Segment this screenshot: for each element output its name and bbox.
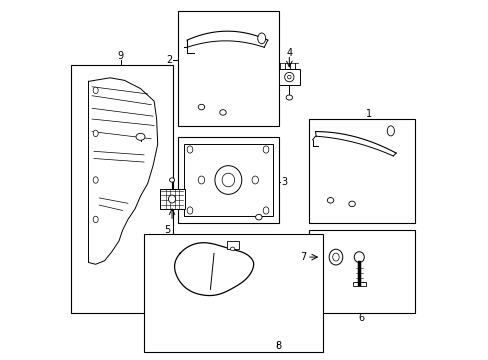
Text: 8: 8 bbox=[275, 341, 281, 351]
Bar bbox=[308, 119, 414, 223]
Bar bbox=[352, 282, 365, 286]
Ellipse shape bbox=[219, 110, 226, 115]
Ellipse shape bbox=[198, 104, 204, 110]
Ellipse shape bbox=[263, 207, 268, 214]
Text: 5: 5 bbox=[163, 225, 170, 235]
FancyBboxPatch shape bbox=[226, 241, 238, 249]
Ellipse shape bbox=[285, 95, 292, 100]
Bar bbox=[178, 137, 278, 223]
Ellipse shape bbox=[255, 215, 262, 220]
Bar bbox=[70, 65, 172, 313]
Text: 1: 1 bbox=[365, 109, 371, 119]
Ellipse shape bbox=[93, 87, 98, 94]
Bar bbox=[308, 230, 414, 313]
Ellipse shape bbox=[326, 198, 333, 203]
Ellipse shape bbox=[93, 130, 98, 136]
Text: 7: 7 bbox=[299, 252, 305, 262]
Text: 9: 9 bbox=[118, 51, 123, 61]
Ellipse shape bbox=[222, 173, 234, 187]
Bar bbox=[278, 69, 300, 85]
Ellipse shape bbox=[348, 201, 355, 207]
Ellipse shape bbox=[353, 252, 364, 262]
Ellipse shape bbox=[214, 166, 241, 194]
Ellipse shape bbox=[187, 146, 192, 153]
Ellipse shape bbox=[263, 146, 268, 153]
Bar bbox=[159, 189, 184, 209]
Ellipse shape bbox=[332, 253, 339, 261]
Bar bbox=[144, 234, 323, 352]
Text: 6: 6 bbox=[357, 313, 364, 323]
Text: 4: 4 bbox=[285, 48, 292, 58]
Ellipse shape bbox=[328, 249, 342, 265]
Bar bbox=[178, 12, 278, 126]
Ellipse shape bbox=[386, 126, 394, 136]
Ellipse shape bbox=[187, 207, 192, 214]
Ellipse shape bbox=[136, 133, 144, 140]
Ellipse shape bbox=[93, 177, 98, 183]
Ellipse shape bbox=[93, 216, 98, 223]
Ellipse shape bbox=[230, 247, 234, 251]
Ellipse shape bbox=[169, 178, 174, 182]
Text: 3: 3 bbox=[281, 177, 287, 187]
Ellipse shape bbox=[287, 75, 290, 79]
Ellipse shape bbox=[198, 176, 204, 184]
Ellipse shape bbox=[251, 176, 258, 184]
Bar bbox=[183, 144, 273, 216]
Text: 2: 2 bbox=[165, 55, 172, 65]
Ellipse shape bbox=[284, 72, 293, 82]
Ellipse shape bbox=[257, 33, 265, 44]
Ellipse shape bbox=[168, 195, 175, 203]
